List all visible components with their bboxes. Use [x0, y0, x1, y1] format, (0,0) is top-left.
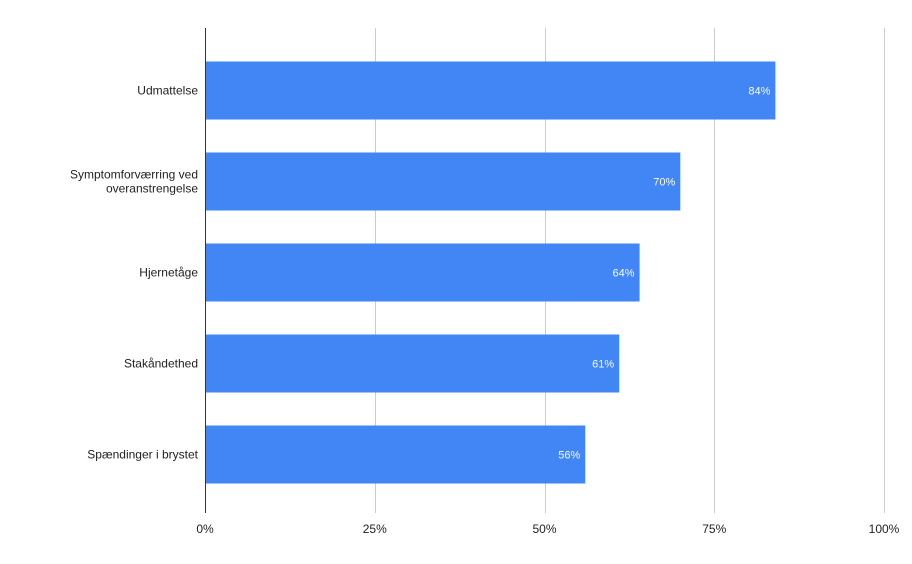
bar [205, 334, 620, 393]
x-tick-label: 75% [702, 522, 726, 536]
data-label: 84% [748, 86, 770, 98]
x-tick-label: 25% [363, 522, 387, 536]
x-tick-label: 100% [869, 522, 900, 536]
category-label-line: Hjernetåge [139, 266, 198, 280]
data-label: 61% [592, 359, 614, 371]
x-tick-label: 0% [196, 522, 214, 536]
category-labels: Udmattelse Symptomforværring ved overanstr… [70, 84, 199, 462]
category-label-line: Spændinger i brystet [87, 448, 198, 462]
category-label-line: Symptomforværring ved [70, 168, 198, 182]
category-label: Stakåndethed [124, 357, 198, 371]
category-label-line: Udmattelse [137, 84, 198, 98]
bar [205, 152, 681, 211]
data-labels: 84% 70% 64% 61% 56% [558, 86, 770, 462]
data-label: 70% [653, 177, 675, 189]
category-label: Spændinger i brystet [87, 448, 198, 462]
bar [205, 61, 776, 120]
bars [205, 61, 776, 484]
category-label-line: Stakåndethed [124, 357, 198, 371]
x-tick-label: 50% [532, 522, 556, 536]
data-label: 56% [558, 450, 580, 462]
category-label: Hjernetåge [139, 266, 198, 280]
category-label: Udmattelse [137, 84, 198, 98]
category-label-line: overanstrengelse [106, 182, 198, 196]
x-tick-labels: 0% 25% 50% 75% 100% [196, 522, 899, 536]
category-label: Symptomforværring ved overanstrengelse [70, 168, 198, 196]
data-label: 64% [613, 268, 635, 280]
bar [205, 425, 586, 484]
bar [205, 243, 640, 302]
